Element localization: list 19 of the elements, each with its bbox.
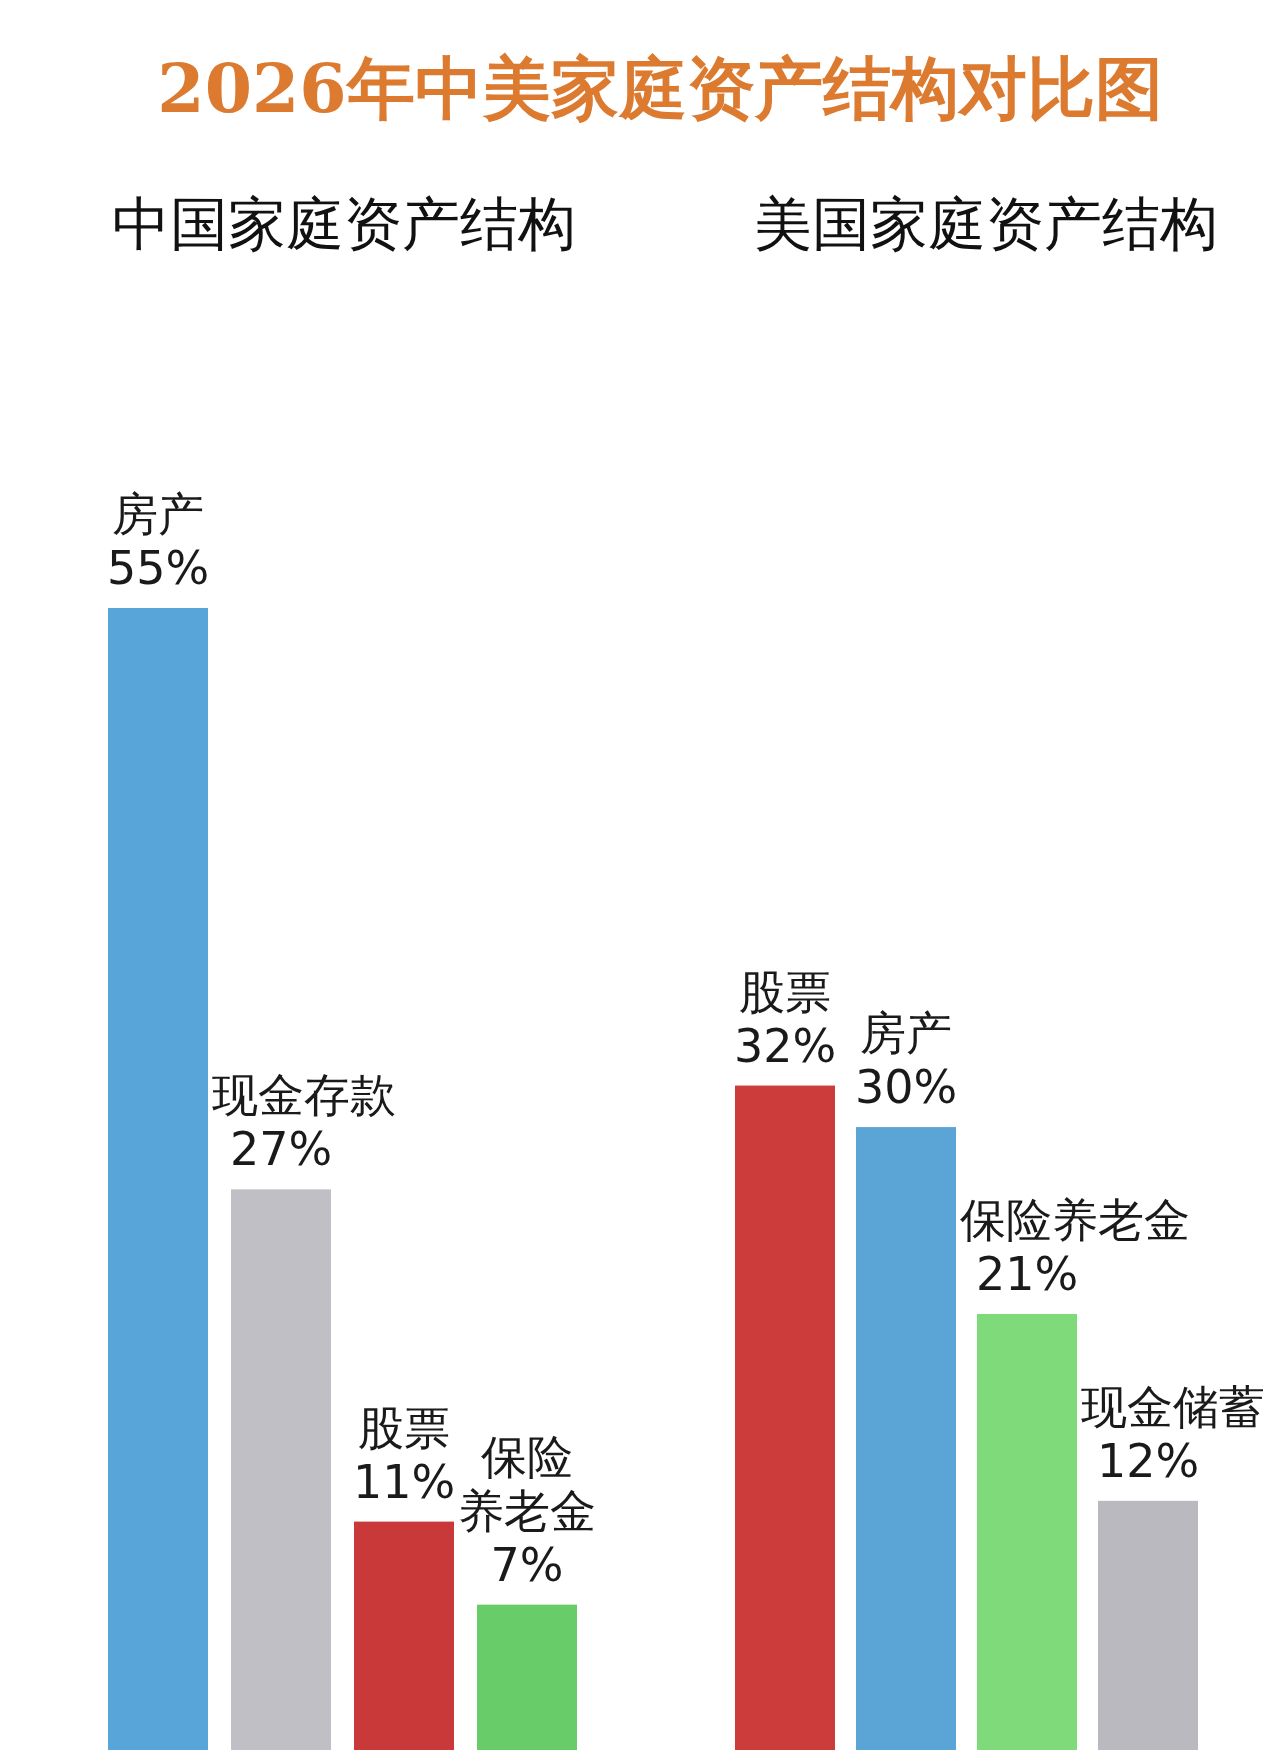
category-label: 股票 bbox=[739, 964, 831, 1019]
category-label: 保险养老金 bbox=[960, 1192, 1190, 1247]
title: 2026年中美家庭资产结构对比图 bbox=[157, 48, 1163, 128]
value-label: 12% bbox=[1096, 1433, 1200, 1488]
category-label: 房产 bbox=[860, 1006, 952, 1061]
category-label: 现金存款 bbox=[212, 1068, 396, 1123]
value-label: 11% bbox=[352, 1454, 456, 1509]
value-label: 32% bbox=[733, 1018, 837, 1073]
category-label: 房产 bbox=[112, 487, 204, 541]
value-label: 7% bbox=[490, 1537, 564, 1592]
value-label: 21% bbox=[975, 1246, 1079, 1301]
value-label: 55% bbox=[106, 541, 210, 595]
subtitle: 中国家庭资产结构 bbox=[112, 190, 576, 258]
category-label: 股票 bbox=[358, 1400, 450, 1455]
category-label: 现金储蓄 bbox=[1081, 1379, 1265, 1434]
subtitle: 美国家庭资产结构 bbox=[754, 190, 1218, 258]
value-label: 27% bbox=[229, 1122, 333, 1177]
category-label: 保险养老金 bbox=[458, 1429, 596, 1538]
value-label: 30% bbox=[854, 1060, 958, 1115]
